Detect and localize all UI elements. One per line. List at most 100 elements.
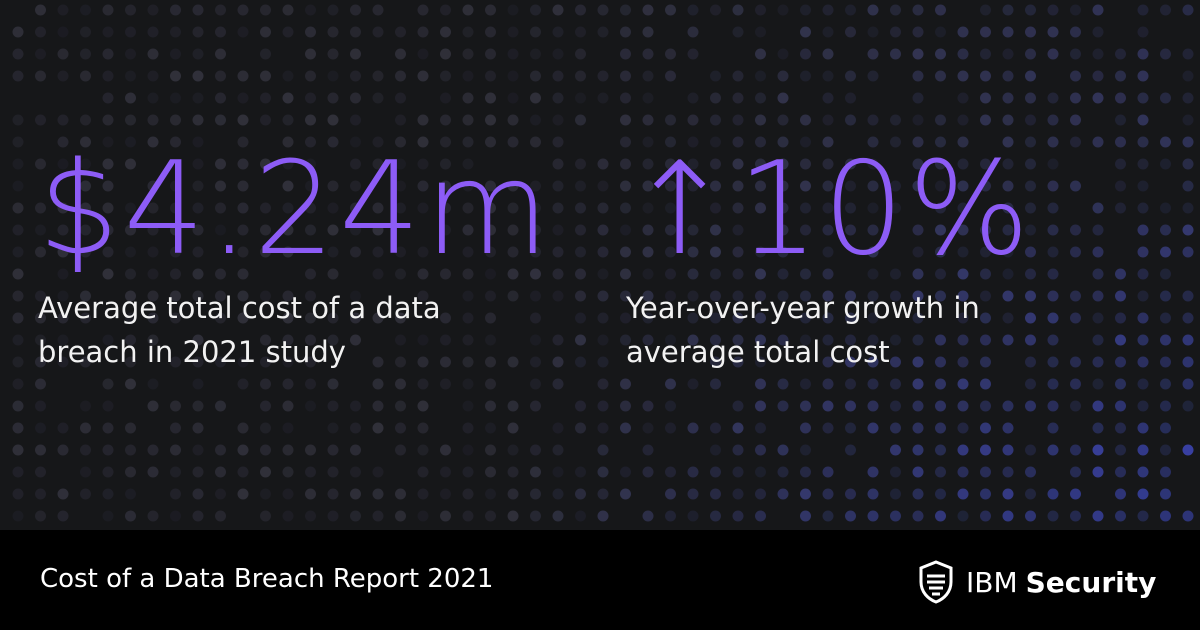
dot bbox=[350, 444, 361, 456]
dot bbox=[867, 334, 879, 346]
dot bbox=[80, 158, 91, 170]
dot bbox=[732, 488, 744, 500]
dot bbox=[732, 334, 744, 346]
dot bbox=[912, 136, 924, 148]
dot bbox=[350, 290, 361, 302]
dot bbox=[147, 70, 159, 82]
dot bbox=[642, 48, 654, 60]
dot bbox=[1025, 224, 1036, 236]
dot bbox=[755, 180, 766, 192]
dot bbox=[1025, 4, 1036, 16]
dot bbox=[237, 136, 249, 148]
dot bbox=[1182, 158, 1194, 170]
dot bbox=[1137, 356, 1149, 368]
dot bbox=[575, 268, 586, 280]
dot bbox=[305, 510, 316, 522]
dot bbox=[125, 378, 136, 390]
dot bbox=[620, 158, 631, 170]
dot bbox=[215, 224, 226, 236]
dot bbox=[1025, 268, 1036, 280]
dot bbox=[1137, 70, 1149, 82]
dot bbox=[957, 180, 969, 192]
dot bbox=[372, 26, 384, 38]
dot bbox=[597, 378, 609, 390]
dot bbox=[957, 26, 969, 38]
dot bbox=[462, 246, 474, 258]
dot bbox=[350, 180, 361, 192]
dot bbox=[1070, 510, 1081, 522]
dot bbox=[1137, 48, 1149, 60]
dot bbox=[665, 4, 676, 16]
dot bbox=[755, 510, 766, 522]
dot bbox=[935, 48, 946, 60]
dot bbox=[440, 466, 451, 478]
dot bbox=[80, 202, 91, 214]
dot bbox=[800, 466, 811, 478]
dot bbox=[777, 378, 789, 390]
dot bbox=[687, 246, 699, 258]
dot bbox=[822, 180, 834, 192]
dot bbox=[260, 356, 271, 368]
dot bbox=[777, 246, 789, 258]
dot bbox=[170, 70, 181, 82]
dot bbox=[1182, 180, 1194, 192]
dot bbox=[237, 312, 249, 324]
dot bbox=[1137, 444, 1149, 456]
dot bbox=[395, 510, 406, 522]
dot bbox=[102, 224, 114, 236]
dot bbox=[665, 48, 676, 60]
dot bbox=[777, 92, 789, 104]
dot bbox=[530, 136, 541, 148]
dot bbox=[507, 180, 519, 192]
dot bbox=[710, 180, 721, 192]
dot bbox=[800, 444, 811, 456]
dot bbox=[777, 400, 789, 412]
dot bbox=[35, 202, 46, 214]
dot bbox=[12, 444, 24, 456]
dot bbox=[1092, 48, 1104, 60]
dot bbox=[260, 92, 271, 104]
dot bbox=[12, 70, 24, 82]
dot bbox=[237, 70, 249, 82]
dot bbox=[530, 466, 541, 478]
dot bbox=[372, 400, 384, 412]
dot bbox=[80, 488, 91, 500]
dot bbox=[845, 224, 856, 236]
dot bbox=[260, 114, 271, 126]
dot bbox=[642, 400, 654, 412]
dot bbox=[350, 510, 361, 522]
dot bbox=[440, 26, 451, 38]
dot bbox=[440, 180, 451, 192]
dot bbox=[282, 114, 294, 126]
dot bbox=[665, 114, 676, 126]
dot bbox=[170, 202, 181, 214]
dot bbox=[215, 290, 226, 302]
dot bbox=[530, 26, 541, 38]
dot bbox=[642, 312, 654, 324]
dot bbox=[1115, 268, 1126, 280]
dot bbox=[597, 246, 609, 258]
dot bbox=[170, 114, 181, 126]
dot bbox=[1092, 312, 1104, 324]
dot bbox=[462, 444, 474, 456]
dot bbox=[1137, 334, 1149, 346]
dot bbox=[102, 136, 114, 148]
dot bbox=[575, 48, 586, 60]
dot bbox=[395, 444, 406, 456]
dot bbox=[777, 466, 789, 478]
dot bbox=[80, 444, 91, 456]
dot bbox=[372, 70, 384, 82]
dot bbox=[777, 48, 789, 60]
dot bbox=[890, 378, 901, 390]
dot bbox=[462, 224, 474, 236]
dot bbox=[395, 114, 406, 126]
dot bbox=[260, 334, 271, 346]
dot bbox=[417, 290, 429, 302]
dot bbox=[372, 92, 384, 104]
dot bbox=[102, 488, 114, 500]
dot bbox=[1070, 4, 1081, 16]
dot bbox=[395, 48, 406, 60]
dot bbox=[620, 466, 631, 478]
dot bbox=[440, 488, 451, 500]
dot bbox=[575, 202, 586, 214]
